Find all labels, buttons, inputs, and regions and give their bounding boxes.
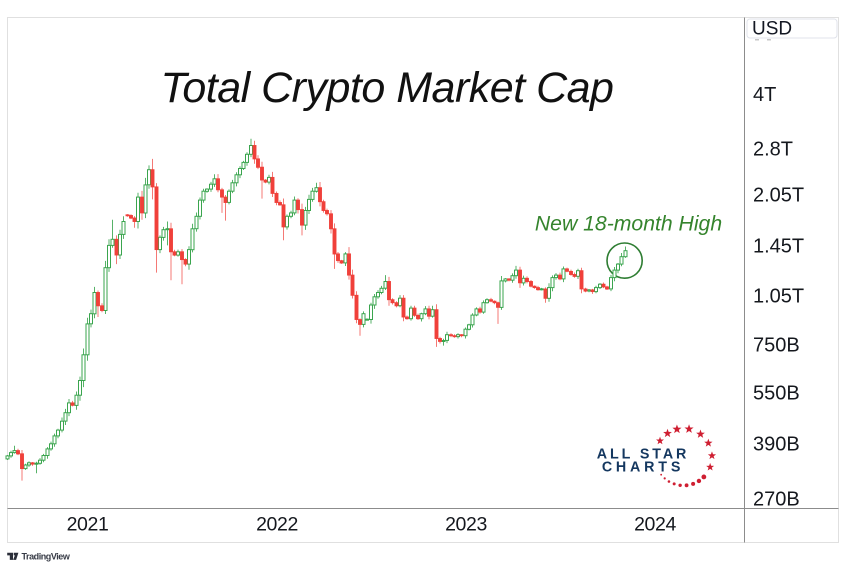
svg-text:2.8T: 2.8T <box>753 139 793 161</box>
svg-text:TradingView: TradingView <box>22 551 71 561</box>
svg-text:550B: 550B <box>753 383 800 405</box>
svg-text:1.45T: 1.45T <box>753 236 804 258</box>
svg-text:750B: 750B <box>753 335 800 357</box>
svg-text:Total Crypto Market Cap: Total Crypto Market Cap <box>161 64 614 112</box>
svg-text:2024: 2024 <box>634 514 676 536</box>
svg-text:390B: 390B <box>753 434 800 456</box>
svg-text:270B: 270B <box>753 489 800 511</box>
svg-text:USD: USD <box>752 19 792 40</box>
svg-text:1.05T: 1.05T <box>753 286 804 308</box>
svg-text:2023: 2023 <box>445 514 487 536</box>
svg-text:2022: 2022 <box>256 514 298 536</box>
svg-text:New 18-month High: New 18-month High <box>535 213 722 236</box>
svg-text:4T: 4T <box>753 84 776 106</box>
svg-text:2.05T: 2.05T <box>753 185 804 207</box>
svg-text:ALL STAR: ALL STAR <box>597 447 690 463</box>
svg-text:CHARTS: CHARTS <box>602 460 684 476</box>
svg-text:2021: 2021 <box>67 514 109 536</box>
